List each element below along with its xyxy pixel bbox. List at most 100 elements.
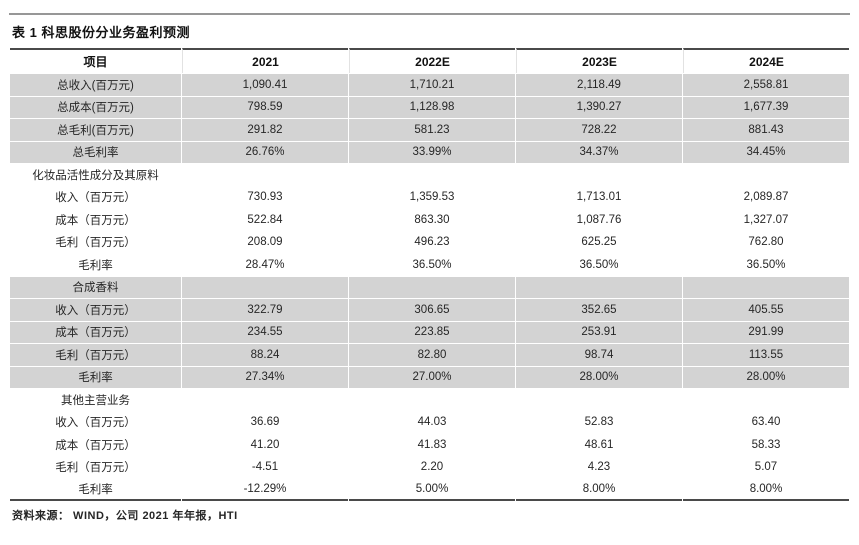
cell-value: 253.91	[516, 321, 682, 343]
cell-value: 581.23	[349, 119, 515, 141]
cell-value: 52.83	[584, 416, 614, 429]
table-body: 总收入(百万元) 1,090.41 1,710.21 2,118.49 2,558.81…	[10, 74, 849, 501]
row-label: 收入（百万元）	[55, 192, 136, 205]
row-label: 毛利（百万元）	[55, 462, 136, 475]
row-label: 毛利（百万元）	[10, 344, 181, 366]
row-label: 毛利率	[10, 479, 181, 501]
table-row: 总毛利率 26.76% 33.99% 34.37% 34.45%	[10, 141, 849, 163]
cell-value: 34.37%	[516, 141, 682, 163]
cell-value: 44.03	[417, 416, 447, 429]
cell-value: 33.99%	[349, 141, 515, 163]
row-label: 收入（百万元）	[10, 299, 181, 321]
profit-forecast-table: 项目 2021 2022E 2023E 2024E 总收入(百万元) 1,090.…	[9, 47, 850, 502]
column-header-2024e: 2024E	[683, 48, 849, 73]
cell-value: -12.29%	[182, 479, 348, 501]
cell-value: 48.61	[584, 438, 614, 451]
cell-value: 28.47%	[245, 258, 285, 271]
row-label: 成本（百万元）	[55, 214, 136, 227]
cell-value: 98.74	[516, 344, 682, 366]
cell-value: 82.80	[349, 344, 515, 366]
table-row: 收入（百万元） 36.69 44.03 52.83 63.40	[10, 412, 849, 434]
cell-value: 405.55	[683, 299, 849, 321]
cell-value: 352.65	[516, 299, 682, 321]
row-label: 化妆品活性成分及其原料	[32, 169, 159, 182]
column-header-2023e: 2023E	[516, 48, 682, 73]
cell-value: 5.07	[754, 461, 778, 474]
cell-value: 1,713.01	[576, 191, 622, 204]
cell-value: 58.33	[751, 438, 781, 451]
row-label: 其他主营业务	[61, 394, 130, 407]
cell-value: 2,089.87	[743, 191, 789, 204]
cell-value: 1,359.53	[409, 191, 455, 204]
cell-value: 291.82	[182, 119, 348, 141]
cell-value	[516, 389, 682, 411]
cell-value	[516, 276, 682, 298]
cell-value: 291.99	[683, 321, 849, 343]
cell-value: 5.00%	[349, 479, 515, 501]
cell-value: 34.45%	[683, 141, 849, 163]
cell-value	[516, 164, 682, 186]
row-label: 总毛利(百万元)	[10, 119, 181, 141]
cell-value: 730.93	[247, 191, 283, 204]
cell-value: 63.40	[751, 416, 781, 429]
cell-value	[683, 164, 849, 186]
cell-value: 496.23	[414, 236, 450, 249]
row-label: 成本（百万元）	[55, 439, 136, 452]
cell-value: 881.43	[683, 119, 849, 141]
row-label: 成本（百万元）	[10, 321, 181, 343]
table-row: 毛利（百万元） -4.51 2.20 4.23 5.07	[10, 457, 849, 479]
row-label: 总收入(百万元)	[10, 74, 181, 96]
cell-value	[349, 276, 515, 298]
row-label: 毛利（百万元）	[55, 237, 136, 250]
cell-value: 234.55	[182, 321, 348, 343]
table-row: 毛利（百万元） 88.24 82.80 98.74 113.55	[10, 344, 849, 366]
column-header-2021: 2021	[182, 48, 348, 73]
section-row: 化妆品活性成分及其原料	[10, 164, 849, 186]
cell-value: 1,677.39	[683, 96, 849, 118]
cell-value: 223.85	[349, 321, 515, 343]
cell-value: 1,710.21	[349, 74, 515, 96]
cell-value: 4.23	[587, 461, 611, 474]
row-label: 毛利率	[10, 366, 181, 388]
cell-value: 27.00%	[349, 366, 515, 388]
table-row: 毛利率 -12.29% 5.00% 8.00% 8.00%	[10, 479, 849, 501]
cell-value	[182, 389, 348, 411]
cell-value: 41.20	[250, 438, 280, 451]
cell-value: 36.50%	[412, 258, 452, 271]
cell-value: 27.34%	[182, 366, 348, 388]
table-row: 毛利率 27.34% 27.00% 28.00% 28.00%	[10, 366, 849, 388]
cell-value	[683, 389, 849, 411]
top-rule	[9, 13, 850, 15]
row-label: 收入（百万元）	[55, 417, 136, 430]
cell-value: 1,090.41	[182, 74, 348, 96]
table-row: 总收入(百万元) 1,090.41 1,710.21 2,118.49 2,558.81	[10, 74, 849, 96]
row-label: 总成本(百万元)	[10, 96, 181, 118]
cell-value: 762.80	[748, 236, 784, 249]
cell-value: 28.00%	[683, 366, 849, 388]
cell-value: 306.65	[349, 299, 515, 321]
cell-value: 36.50%	[579, 258, 619, 271]
cell-value	[683, 276, 849, 298]
cell-value: 1,390.27	[516, 96, 682, 118]
section-row: 其他主营业务	[10, 389, 849, 411]
cell-value: 625.25	[581, 236, 617, 249]
section-row: 合成香料	[10, 276, 849, 298]
cell-value: 113.55	[683, 344, 849, 366]
cell-value: 28.00%	[516, 366, 682, 388]
cell-value: 322.79	[182, 299, 348, 321]
row-label: 合成香料	[10, 276, 181, 298]
cell-value: 863.30	[414, 213, 450, 226]
row-label: 总毛利率	[10, 141, 181, 163]
cell-value	[349, 164, 515, 186]
cell-value: 26.76%	[182, 141, 348, 163]
cell-value: 522.84	[247, 213, 283, 226]
row-label: 毛利率	[78, 259, 113, 272]
cell-value: 8.00%	[516, 479, 682, 501]
cell-value: 36.50%	[746, 258, 786, 271]
cell-value: 798.59	[182, 96, 348, 118]
table-row: 成本（百万元） 41.20 41.83 48.61 58.33	[10, 434, 849, 456]
table-row: 总成本(百万元) 798.59 1,128.98 1,390.27 1,677.39	[10, 96, 849, 118]
cell-value: 36.69	[250, 416, 280, 429]
cell-value: -4.51	[251, 461, 279, 474]
cell-value: 8.00%	[683, 479, 849, 501]
